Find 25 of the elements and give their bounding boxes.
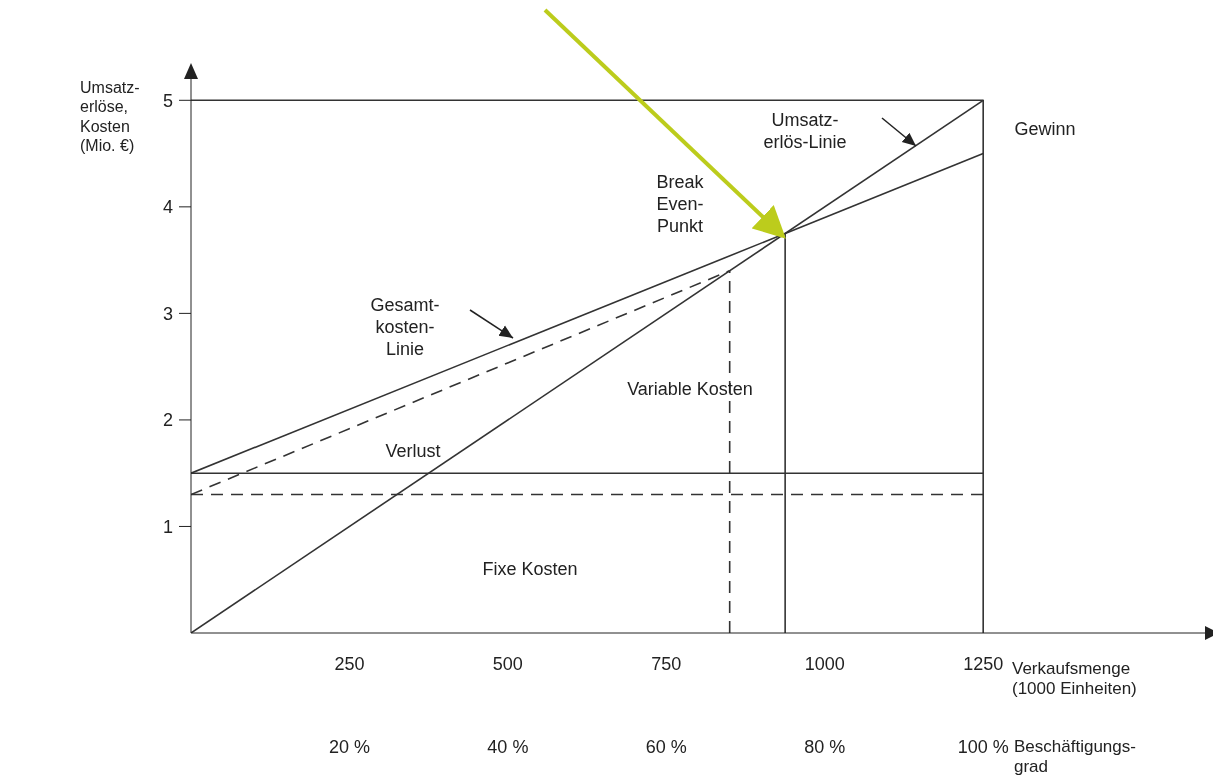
x2-tick-label: 100 %: [957, 736, 1009, 757]
y-tick-label: 5: [162, 90, 173, 111]
annotation: Verlust: [385, 440, 441, 461]
x-axis-title: Verkaufsmenge (1000 Einheiten): [1012, 659, 1137, 699]
annotation: Fixe Kosten: [482, 558, 578, 579]
x-tick-label: 1000: [804, 653, 845, 674]
x-tick-label: 1250: [963, 653, 1004, 674]
y-tick-label: 3: [162, 303, 173, 324]
x-tick-label: 750: [651, 653, 682, 674]
x2-tick-label: 20 %: [328, 736, 370, 757]
y-tick-label: 1: [162, 516, 173, 537]
annotation: Umsatz- erlös-Linie: [763, 109, 847, 152]
x2-tick-label: 40 %: [487, 736, 529, 757]
x-tick-label: 250: [334, 653, 365, 674]
annotation: Gewinn: [1014, 118, 1076, 139]
x-tick-label: 500: [492, 653, 523, 674]
y-tick-label: 4: [162, 197, 173, 218]
y-axis-title: Umsatz- erlöse, Kosten (Mio. €): [80, 79, 140, 155]
annotation: Break Even- Punkt: [656, 172, 705, 236]
annotation: Gesamt- kosten- Linie: [370, 295, 440, 359]
x2-tick-label: 60 %: [645, 736, 687, 757]
x2-axis-title: Beschäftigungs- grad: [1014, 737, 1136, 777]
annotation: Variable Kosten: [627, 378, 753, 399]
x2-tick-label: 80 %: [804, 736, 846, 757]
y-tick-label: 2: [162, 410, 173, 431]
